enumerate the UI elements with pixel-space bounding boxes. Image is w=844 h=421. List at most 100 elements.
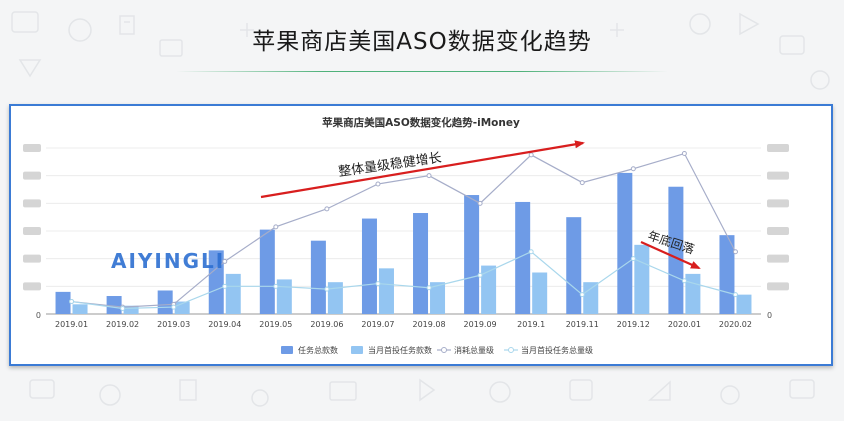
bar-first-2019.08: [430, 282, 446, 314]
legend-label: 当月首投任务总量级: [521, 345, 593, 355]
x-tick-label: 2019.09: [464, 320, 497, 329]
bar-first-2020.02: [736, 294, 752, 314]
bar-total-2019.06: [310, 240, 326, 314]
bar-total-2019.04: [208, 250, 224, 314]
bar-first-2019.07: [378, 268, 394, 314]
line-point-1-2020.01: [681, 151, 687, 157]
line-point-2-2019.01: [69, 299, 75, 305]
chart-title: 苹果商店美国ASO数据变化趋势-iMoney: [322, 116, 520, 129]
line-point-2-2019.07: [375, 281, 381, 287]
right-tick-redacted: [767, 227, 789, 235]
right-tick-label: 0: [767, 311, 772, 320]
bar-first-2019.12: [634, 244, 650, 314]
line-point-1-2019.05: [273, 224, 279, 230]
legend-swatch: [351, 346, 363, 354]
right-tick-redacted: [767, 282, 789, 291]
line-point-1-2019.07: [375, 181, 381, 187]
line-point-2-2019.03: [171, 304, 177, 310]
x-tick-label: 2019.06: [310, 320, 343, 329]
bar-first-2019.01: [72, 304, 88, 314]
line-point-2-2019.08: [426, 285, 432, 291]
bar-first-2019.09: [481, 265, 497, 314]
x-tick-label: 2019.03: [157, 320, 190, 329]
bar-total-2019.05: [259, 229, 275, 314]
chart-lines: [69, 151, 738, 311]
line-point-2-2019.1: [528, 249, 534, 255]
bar-total-2019.03: [157, 290, 173, 314]
growth-arrow: [260, 140, 585, 199]
legend-label: 消耗总量级: [454, 345, 494, 355]
x-axis-labels: 2019.01 2019.02 2019.03 2019.04 2019.05 2019.…: [55, 320, 752, 329]
left-axis: 0: [23, 144, 41, 320]
x-tick-label: 2019.07: [361, 320, 394, 329]
line-point-2-2020.02: [732, 292, 738, 298]
x-tick-label: 2020.02: [719, 320, 752, 329]
slide-title: 苹果商店美国ASO数据变化趋势: [252, 29, 592, 55]
bar-first-2020.01: [685, 273, 701, 314]
line-point-2-2019.06: [324, 286, 330, 292]
line-series-1: [71, 152, 736, 308]
right-axis: 0: [767, 144, 789, 320]
left-tick-redacted: [23, 171, 41, 180]
x-tick-label: 2019.11: [566, 320, 599, 329]
x-tick-label: 2019.08: [412, 320, 445, 329]
bar-total-2019.07: [361, 218, 377, 314]
line-series-2: [71, 251, 736, 310]
line-point-1-2019.12: [630, 166, 636, 172]
x-tick-label: 2019.05: [259, 320, 292, 329]
watermark-text: AIYINGLI: [111, 249, 225, 273]
decline-arrow: [640, 240, 701, 270]
right-tick-redacted: [767, 171, 789, 180]
left-tick-redacted: [23, 254, 41, 263]
line-point-1-2019.11: [579, 180, 585, 186]
bar-total-2019.09: [464, 195, 480, 314]
line-point-2-2019.09: [477, 272, 483, 278]
line-point-1-2020.02: [732, 249, 738, 255]
bar-first-2019.06: [327, 282, 343, 314]
legend-label: 任务总款数: [298, 345, 338, 355]
line-point-1-2019.04: [222, 258, 228, 264]
chart-legend: 任务总款数 当月首投任务款数 消耗总量级 当月首投任务总量级: [281, 345, 593, 355]
legend-label: 当月首投任务款数: [368, 345, 432, 355]
line-point-2-2019.05: [273, 283, 279, 289]
bar-first-2019.1: [532, 272, 548, 314]
line-point-2-2019.04: [222, 283, 228, 289]
bar-total-2019.1: [515, 201, 531, 314]
bar-total-2020.01: [668, 186, 684, 314]
left-tick-redacted: [23, 199, 41, 208]
line-point-1-2019.08: [426, 173, 432, 179]
aso-trend-chart: 苹果商店美国ASO数据变化趋势-iMoney 0 0 2019.01 2019.0…: [23, 116, 789, 355]
x-tick-label: 2019.02: [106, 320, 139, 329]
bar-total-2019.12: [617, 172, 633, 314]
chart-bars: [55, 172, 752, 314]
chart-frame: 苹果商店美国ASO数据变化趋势-iMoney 0 0 2019.01 2019.0…: [9, 104, 833, 366]
line-point-2-2019.02: [120, 305, 126, 311]
left-tick-label: 0: [36, 311, 41, 320]
legend-marker: [508, 347, 514, 353]
x-tick-label: 2019.04: [208, 320, 241, 329]
left-tick-redacted: [23, 227, 41, 235]
x-tick-label: 2019.1: [517, 320, 545, 329]
line-point-2-2020.01: [681, 278, 687, 284]
legend-marker: [441, 347, 447, 353]
line-point-1-2019.06: [324, 206, 330, 212]
left-tick-redacted: [23, 282, 41, 291]
x-tick-label: 2019.12: [617, 320, 650, 329]
bar-total-2019.11: [566, 217, 582, 314]
bar-first-2019.02: [123, 305, 139, 314]
bar-total-2019.02: [106, 296, 122, 314]
line-point-1-2019.1: [528, 152, 534, 158]
bar-total-2019.01: [55, 291, 71, 314]
bar-first-2019.04: [225, 273, 241, 314]
legend-swatch: [281, 346, 293, 354]
bar-first-2019.11: [583, 282, 599, 314]
bar-total-2019.08: [413, 213, 429, 314]
line-point-1-2019.09: [477, 200, 483, 206]
right-tick-redacted: [767, 254, 789, 263]
right-tick-redacted: [767, 199, 789, 208]
title-divider: [176, 71, 668, 72]
bar-total-2020.02: [719, 235, 735, 314]
line-point-2-2019.11: [579, 292, 585, 298]
x-tick-label: 2020.01: [668, 320, 701, 329]
